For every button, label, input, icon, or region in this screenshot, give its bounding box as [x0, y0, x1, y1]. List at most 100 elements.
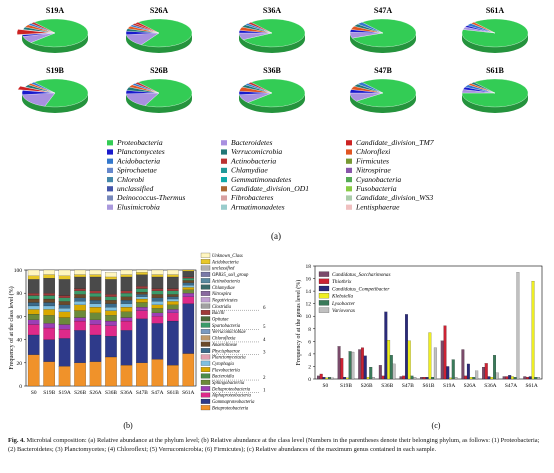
legend-label: Negativicutes [211, 298, 238, 303]
stacked-bar-segment [136, 274, 148, 287]
y-tick-label: 10 [306, 314, 312, 320]
pie-title: S61A [486, 6, 504, 15]
x-tick-label: S47A [505, 383, 517, 389]
stacked-bar-segment [58, 324, 71, 330]
legend-swatch [346, 186, 352, 192]
genus-bar [446, 366, 450, 380]
pie-title: S47B [374, 66, 392, 75]
x-tick-label: S0 [322, 383, 328, 389]
legend-label: Fusobacteria [355, 184, 397, 193]
stacked-bar-segment [27, 293, 40, 296]
pie-chart-s19a [16, 18, 89, 53]
x-tick-label: S36B [105, 390, 117, 396]
genus-bar [381, 375, 385, 380]
legend-swatch [221, 177, 227, 183]
stacked-bar-segment [58, 301, 71, 305]
stacked-bar-segment [105, 336, 117, 358]
stacked-bar-segment [151, 323, 164, 360]
legend-label: Gemmatimonadetes [231, 175, 291, 184]
legend-swatch [200, 265, 211, 271]
x-tick-label: S61A [182, 390, 194, 396]
pie-chart-s26a [125, 18, 193, 53]
legend-swatch [200, 291, 211, 296]
stacked-bar-segment [136, 362, 148, 387]
y-tick-label: 0 [308, 377, 311, 383]
pie-slice-proteobacteria [33, 78, 89, 108]
genus-bar [464, 375, 468, 380]
legend-swatch [200, 310, 211, 315]
legend-swatch [200, 405, 211, 411]
legend-swatch [346, 158, 352, 164]
legend-label: unclassified [117, 184, 153, 193]
stacked-bar-segment [74, 269, 86, 275]
stacked-bar-segment [27, 319, 40, 325]
legend-label: Unknown_Class [212, 254, 243, 259]
legend-label: Candidate_division_WS3 [356, 193, 433, 202]
y-tick-label: 18 [306, 264, 312, 270]
stacked-bar-segment [27, 354, 40, 387]
stacked-bar-segment [136, 291, 148, 295]
stacked-bar-segment [58, 329, 71, 339]
x-tick-label: S36B [381, 383, 393, 389]
legend-label: Deinococcus-Thermus [116, 193, 185, 202]
legend-label: Bacteroidetes [231, 138, 273, 147]
y-tick-label: 14 [306, 289, 312, 295]
pie-title: S26B [150, 66, 168, 75]
stacked-bar-segment [151, 308, 164, 313]
stacked-bar-segment [120, 320, 133, 331]
genus-bar [523, 376, 527, 380]
stacked-bar-segment [182, 296, 195, 304]
legend-swatch [200, 278, 211, 284]
legend-swatch [200, 271, 211, 277]
legend-label: Planctomycetes [116, 147, 165, 156]
legend-label: Planctomycetacia [211, 356, 246, 361]
stacked-bar-segment [74, 274, 86, 278]
stacked-bar-segment [167, 304, 179, 310]
legend-swatch [200, 322, 211, 328]
stacked-bar-segment [43, 339, 55, 362]
pie-slice-proteobacteria [30, 18, 89, 48]
figure-canvas: S19A S26A S36A S47A S61A S19B S26B S36B S47B S61B… [8, 6, 543, 430]
legend-label: Proteobacteria [116, 138, 163, 147]
stacked-bar-segment [27, 334, 40, 355]
genus-bar [482, 366, 485, 380]
genus-bar [425, 377, 429, 380]
pie-title: S26A [150, 6, 168, 15]
genus-bar [372, 377, 375, 380]
stacked-bar-segment [136, 298, 148, 303]
genus-bar [358, 349, 362, 380]
genus-bar [510, 376, 514, 380]
stacked-bar-segment [105, 315, 117, 322]
stacked-bar-segment [43, 295, 55, 300]
pie-slice-planctomycetes [22, 32, 56, 37]
stacked-bar-segment [182, 276, 195, 279]
legend-swatch [221, 204, 227, 210]
stacked-bar-segment [120, 300, 133, 304]
legend-swatch [200, 398, 211, 404]
figure-caption: Fig. 4. Microbial composition: (a) Relat… [8, 437, 548, 454]
legend-label: Elusimicrobia [116, 202, 160, 211]
legend-swatch [200, 284, 211, 290]
legend-label: Armatimonadetes [230, 202, 285, 211]
stacked-bar-segment [136, 318, 148, 363]
legend-label: Chloroflexia [212, 337, 236, 342]
pie-slice-acidobacteria [357, 82, 384, 94]
legend-swatch [200, 329, 211, 334]
pie-chart-s47a [349, 18, 417, 53]
pie-slice-chloroflexi [470, 22, 496, 34]
pie-side [462, 93, 528, 113]
legend-label: Spirochaetae [117, 166, 157, 175]
pie-title: S19B [46, 66, 64, 75]
stacked-bar-segment [182, 293, 195, 297]
stacked-bar-segment [120, 307, 133, 312]
pie-slice-proteobacteria [355, 78, 417, 108]
stacked-bar-segment [182, 280, 195, 283]
legend-swatch [200, 252, 211, 258]
x-tick-label: S19B [43, 390, 55, 396]
stacked-bar-segment [74, 276, 86, 289]
genus-bar [443, 325, 447, 380]
genus-bar [410, 375, 414, 380]
stacked-bar-segment [151, 276, 164, 289]
legend-swatch [318, 293, 330, 299]
panel-a-pie-charts: S19A S26A S36A S47A S61A S19B S26B S36B S47B S61B [16, 6, 529, 113]
